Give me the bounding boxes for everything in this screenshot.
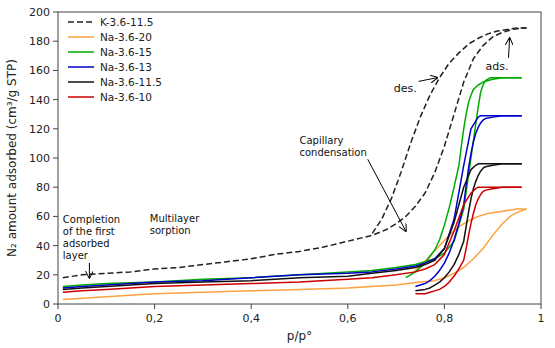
x-tick: [347, 304, 348, 309]
desorption-line: [372, 28, 527, 234]
x-tick: [154, 304, 155, 309]
annotation: ads.: [485, 60, 508, 73]
plot-frame: [58, 12, 541, 304]
y-tick-label: 160: [29, 64, 50, 77]
series-group: [63, 28, 527, 300]
legend-label: Na-3.6-11.5: [100, 76, 162, 88]
chart: 0 0,2 0,4 0,6 0,8 1 0 20 40 60 80 100 120 140 160 180 20…: [0, 0, 555, 348]
legend-swatch: [68, 96, 94, 98]
desorption-line: [406, 78, 522, 278]
y-tick: [53, 41, 58, 42]
annotation-arrow: [368, 159, 406, 231]
annotation: Completionof the firstadsorbedlayer: [63, 214, 120, 261]
y-axis-label: N₂ amount adsorbed (cm³/g STP): [5, 59, 19, 257]
y-tick-label: 80: [36, 181, 50, 194]
y-tick: [53, 187, 58, 188]
y-tick: [53, 216, 58, 217]
x-tick-label: 0: [55, 312, 62, 325]
annotation-arrow: [419, 78, 438, 82]
y-tick: [53, 99, 58, 100]
legend-label: Na-3.6-13: [100, 61, 152, 73]
x-tick-label: 0,6: [339, 312, 357, 325]
legend: K-3.6-11.5 Na-3.6-20 Na-3.6-15 Na-3.6-13 Na-…: [68, 16, 162, 103]
legend-swatch: [68, 81, 94, 83]
y-tick-label: 140: [29, 94, 50, 107]
desorption-line: [415, 187, 521, 294]
annotation-arrow: [509, 38, 510, 58]
adsorption-line: [63, 116, 522, 288]
y-tick-label: 40: [36, 240, 50, 253]
adsorption-line: [63, 164, 522, 290]
annotation: Multilayersorption: [150, 213, 200, 236]
annotation: des.: [394, 82, 417, 95]
x-axis-label: p/p°: [287, 329, 312, 343]
y-tick: [53, 128, 58, 129]
x-tick-label: 0,2: [146, 312, 164, 325]
legend-swatch: [68, 66, 94, 68]
legend-swatch: [68, 36, 94, 38]
y-tick-label: 0: [43, 298, 50, 311]
desorption-line: [411, 209, 527, 275]
x-tick-label: 1: [538, 312, 545, 325]
y-tick-label: 120: [29, 123, 50, 136]
annotation: Capillarycondensation: [300, 135, 367, 158]
x-tick: [58, 304, 59, 309]
y-tick: [53, 245, 58, 246]
legend-label: Na-3.6-15: [100, 46, 152, 58]
adsorption-line: [63, 78, 522, 287]
y-tick: [53, 70, 58, 71]
y-tick-label: 20: [36, 269, 50, 282]
legend-label: Na-3.6-10: [100, 91, 152, 103]
y-tick-label: 200: [29, 6, 50, 19]
y-tick: [53, 274, 58, 275]
x-tick: [444, 304, 445, 309]
y-tick: [53, 12, 58, 13]
y-tick-label: 180: [29, 35, 50, 48]
desorption-line: [415, 116, 521, 287]
y-tick: [53, 304, 58, 305]
legend-swatch: [68, 21, 94, 23]
x-tick: [541, 304, 542, 309]
x-tick: [251, 304, 252, 309]
x-tick-label: 0,8: [436, 312, 454, 325]
desorption-line: [415, 164, 521, 291]
y-tick-label: 100: [29, 152, 50, 165]
x-tick-label: 0,4: [242, 312, 260, 325]
annotation-arrow: [89, 263, 90, 278]
legend-label: K-3.6-11.5: [100, 16, 153, 28]
legend-label: Na-3.6-20: [100, 31, 152, 43]
y-tick-label: 60: [36, 210, 50, 223]
adsorption-line: [63, 28, 527, 278]
y-tick: [53, 158, 58, 159]
legend-swatch: [68, 51, 94, 53]
